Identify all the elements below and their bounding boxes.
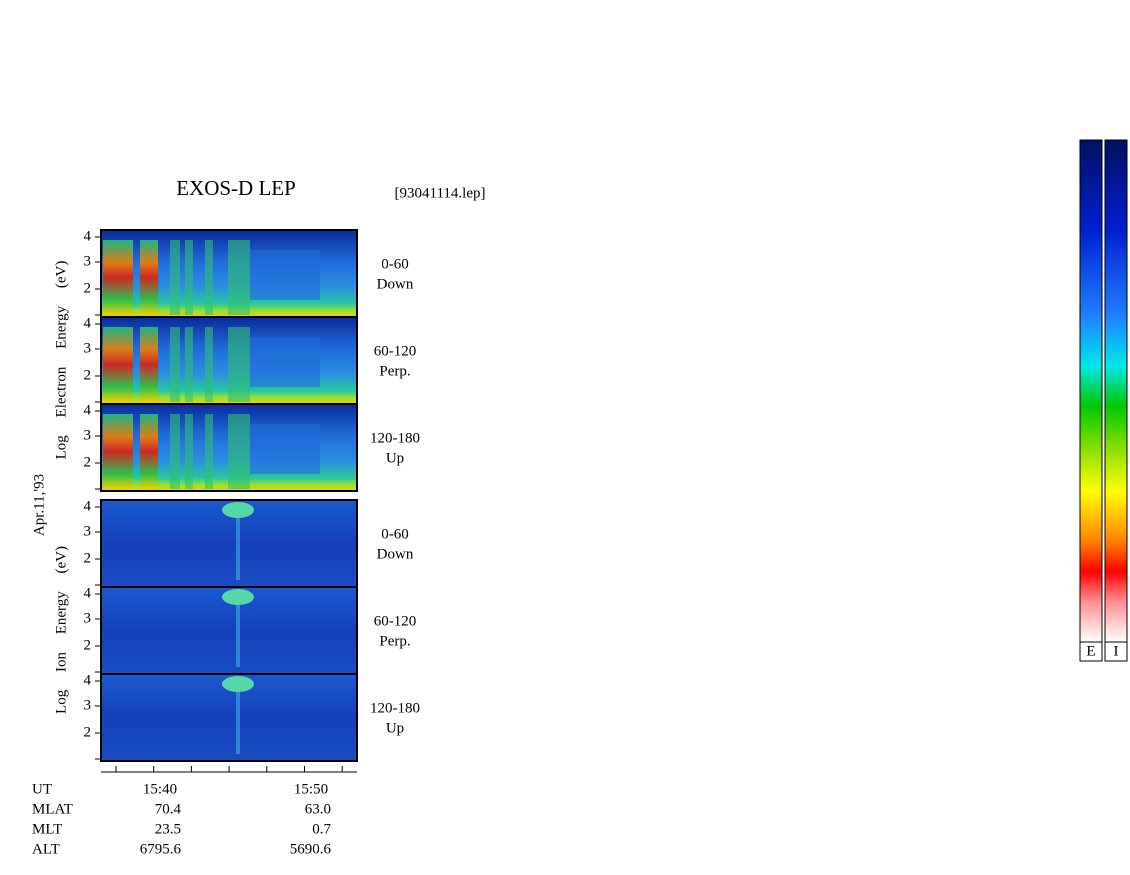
color-bar (1104, 139, 1128, 643)
angle-label: 60-120 (374, 343, 417, 359)
spectrogram-panel: 4 3 2 0-60 Down (84, 498, 414, 588)
angle-label: 0-60 (381, 526, 409, 542)
y-tick-label: 4 (84, 315, 92, 331)
spectrogram-feature (250, 424, 320, 474)
direction-label: Perp. (379, 633, 410, 649)
spectrogram-feature (185, 414, 193, 489)
direction-label: Up (386, 720, 404, 736)
row-value: 5690.6 (290, 841, 332, 857)
angle-label: 0-60 (381, 256, 409, 272)
spectrogram-feature (205, 240, 213, 315)
direction-label: Down (377, 546, 414, 562)
y-tick-label: 3 (84, 340, 92, 356)
spectrogram-feature (103, 414, 133, 489)
y-tick-label: 4 (84, 228, 92, 244)
spectrogram-feature (140, 327, 158, 402)
row-name: UT (32, 781, 52, 797)
y-tick-label: 2 (84, 367, 92, 383)
row-value: 15:50 (294, 781, 328, 797)
row-name: MLAT (32, 801, 73, 817)
spectrogram-feature (228, 327, 250, 402)
panel-frame (100, 673, 358, 762)
y-tick-label: 3 (84, 253, 92, 269)
file-name: [93041114.lep] (395, 185, 486, 201)
row-name: MLT (32, 821, 62, 837)
orbit-info: UT 15:40 15:50 MLAT 70.4 63.0 MLT 23.5 0.7 ALT 679… (32, 766, 357, 857)
spectrogram-feature (236, 518, 240, 580)
spectrogram-feature (185, 327, 193, 402)
spectrogram-feature (140, 240, 158, 315)
spectrogram-feature (222, 589, 254, 605)
spectrogram-feature (236, 605, 240, 667)
row-value: 63.0 (305, 801, 331, 817)
row-value: 6795.6 (140, 841, 182, 857)
y-tick-label: 2 (84, 454, 92, 470)
color-bar-box (1079, 641, 1103, 662)
spectrogram-feature (236, 692, 240, 754)
row-name: ALT (32, 841, 60, 857)
y-tick-label: 2 (84, 637, 92, 653)
title: EXOS-D LEP (176, 176, 296, 200)
spectrogram-feature (103, 327, 133, 402)
color-bar-box (1104, 641, 1128, 662)
spectrogram-feature (228, 414, 250, 489)
angle-label: 60-120 (374, 613, 417, 629)
y-tick-label: 3 (84, 610, 92, 626)
spectrogram-feature (140, 414, 158, 489)
spectrogram-feature (205, 414, 213, 489)
y-tick-label: 4 (84, 672, 92, 688)
spectrogram-panel: 4 3 2 0-60 Down (84, 228, 414, 318)
direction-label: Down (377, 276, 414, 292)
y-tick-label: 2 (84, 724, 92, 740)
direction-label: Perp. (379, 363, 410, 379)
y-tick-label: 4 (84, 498, 92, 514)
spectrogram-feature (185, 240, 193, 315)
row-value: 70.4 (155, 801, 182, 817)
y-tick-label: 4 (84, 585, 92, 601)
spectrogram-feature (222, 676, 254, 692)
spectrogram-feature (228, 240, 250, 315)
spectrogram-feature (222, 502, 254, 518)
spectrogram-feature (103, 240, 133, 315)
row-value: 15:40 (143, 781, 177, 797)
spectrogram-feature (250, 337, 320, 387)
y-tick-label: 3 (84, 697, 92, 713)
direction-label: Up (386, 450, 404, 466)
spectrogram-feature (170, 240, 180, 315)
spectrogram-feature (170, 327, 180, 402)
y-tick-label: 3 (84, 427, 92, 443)
date-label: Apr.11,'93 (31, 474, 47, 536)
color-bar-label: I (1114, 643, 1119, 659)
angle-label: 120-180 (370, 430, 420, 446)
panel-frame (100, 403, 358, 492)
row-value: 0.7 (312, 821, 331, 837)
spectrogram-panel: 4 3 2 120-180 Up (84, 402, 420, 492)
spectrogram-panel: 4 3 2 60-120 Perp. (84, 315, 417, 405)
ion-axis-label: Log Ion Energy (eV) (53, 546, 69, 714)
spectrogram-feature (250, 250, 320, 300)
electron-axis-label: Log Electron Energy (eV) (53, 261, 69, 460)
spectrogram-panel: 4 3 2 120-180 Up (84, 672, 420, 762)
y-tick-label: 3 (84, 523, 92, 539)
angle-label: 120-180 (370, 700, 420, 716)
y-tick-label: 2 (84, 550, 92, 566)
color-bar-label: E (1086, 643, 1095, 659)
row-value: 23.5 (155, 821, 181, 837)
spectrogram-feature (170, 414, 180, 489)
y-tick-label: 4 (84, 402, 92, 418)
color-bar (1079, 139, 1103, 643)
spectrogram-panel: 4 3 2 60-120 Perp. (84, 585, 417, 675)
y-tick-label: 2 (84, 280, 92, 296)
spectrograms: 4 3 2 0-60 Down 4 3 2 60-120 Perp. 4 3 2 120-180 Up 4 3 2… (84, 228, 420, 762)
spectrogram-feature (205, 327, 213, 402)
